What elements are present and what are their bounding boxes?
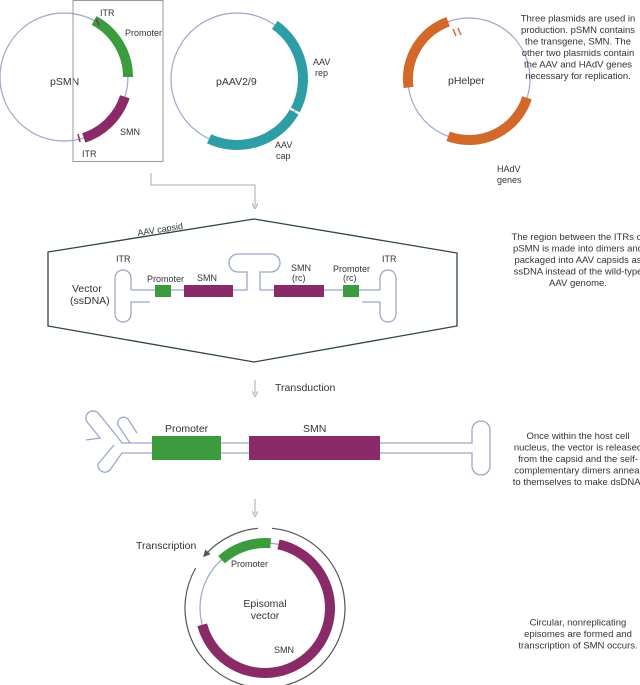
dsdna-vector [85, 410, 491, 476]
promoter-block [155, 285, 171, 297]
helper-gene-segment [403, 16, 451, 89]
ssdna-vector [114, 253, 397, 323]
itr-label: ITR [82, 149, 97, 159]
itr-right-label: ITR [382, 254, 397, 264]
promoter-rc-label: Promoter (rc) [333, 264, 370, 283]
promoter-label: Promoter [231, 559, 268, 569]
itr-mark [77, 133, 81, 143]
hadv-label: HAdV genes [497, 164, 522, 185]
smn-label: SMN [274, 645, 294, 655]
aav-capsid [47, 218, 458, 363]
aav-cap-segment [206, 109, 299, 150]
tick-mark [457, 27, 462, 36]
connector-arrow [150, 173, 255, 206]
psmn-label: pSMN [50, 76, 79, 88]
smn-rc-label: SMN (rc) [291, 263, 311, 283]
smn-rc-block [274, 285, 324, 297]
smn-label: SMN [120, 127, 140, 137]
smn-block [184, 285, 233, 297]
phelper-label: pHelper [448, 75, 485, 87]
notes: Three plasmids are used in production. pS… [511, 13, 640, 651]
selection-box [72, 0, 164, 162]
capsid-label: AAV capsid [137, 221, 184, 238]
psmn-smn-segment [82, 95, 130, 143]
hadv-genes-segment [446, 96, 532, 145]
itr-mark [95, 18, 100, 26]
rep-label: AAV rep [313, 57, 330, 78]
smn-label: SMN [197, 273, 217, 283]
outer-ring [184, 527, 346, 685]
smn-block [249, 436, 380, 460]
transcription-arrow [203, 527, 259, 558]
phelper-plasmid: pHelper HAdV genes [403, 16, 532, 185]
promoter-label: Promoter [147, 274, 184, 284]
transcription-label: Transcription [136, 540, 196, 552]
vector-label: Vector (ssDNA) [70, 283, 110, 307]
note-2: The region between the ITRs of pSMN is ma… [511, 232, 640, 289]
promoter-label: Promoter [165, 423, 209, 435]
itr-label: ITR [100, 8, 115, 18]
psmn-promoter-segment [91, 16, 133, 78]
aav-rep-segment [271, 20, 308, 113]
promoter-label: Promoter [125, 28, 162, 38]
paav-plasmid: pAAV2/9 AAV rep AAV cap [170, 12, 330, 161]
tick-mark [452, 28, 457, 37]
note-3: Once within the host cell nucleus, the ve… [513, 431, 640, 488]
promoter-block [152, 436, 221, 460]
paav-label: pAAV2/9 [216, 76, 257, 88]
episome-smn-segment [197, 539, 335, 678]
note-1: Three plasmids are used in production. pS… [521, 13, 636, 82]
promoter-rc-block [343, 285, 359, 297]
episome-promoter-segment [218, 538, 272, 564]
itr-left-label: ITR [116, 254, 131, 264]
cap-label: AAV cap [275, 140, 292, 161]
transduction-label: Transduction [275, 382, 335, 394]
psmn-plasmid: pSMN ITR Promoter SMN ITR [0, 8, 162, 159]
smn-label: SMN [303, 423, 326, 435]
episomal-vector-label: Episomal vector [243, 598, 286, 622]
note-4: Circular, nonreplicating episomes are for… [518, 618, 637, 652]
